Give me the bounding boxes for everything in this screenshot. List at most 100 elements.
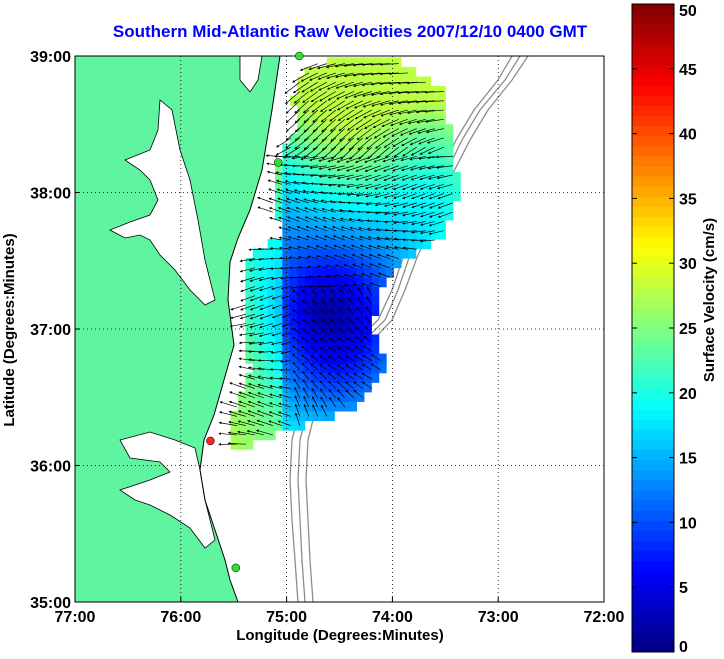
- velocity-arrow: [310, 379, 319, 389]
- velocity-cell: [334, 95, 343, 106]
- velocity-arrow: [301, 319, 310, 324]
- velocity-cell: [260, 363, 269, 374]
- x-tick-label: 75:00: [266, 609, 307, 626]
- velocity-cell: [386, 124, 395, 135]
- velocity-cell: [304, 258, 313, 269]
- velocity-arrow: [249, 323, 264, 329]
- velocity-cell: [452, 172, 461, 183]
- velocity-arrow: [368, 244, 381, 250]
- velocity-cell: [349, 258, 358, 269]
- velocity-cell: [349, 353, 358, 364]
- velocity-arrow: [419, 239, 435, 243]
- velocity-arrow: [227, 442, 246, 445]
- velocity-arrow: [418, 165, 435, 171]
- velocity-cell: [408, 248, 417, 259]
- velocity-cell: [252, 382, 261, 393]
- velocity-arrow: [409, 156, 426, 161]
- velocity-arrow: [281, 304, 291, 309]
- velocity-cell: [356, 353, 365, 364]
- velocity-cell: [282, 420, 291, 431]
- velocity-arrow: [258, 332, 273, 337]
- velocity-cell: [326, 258, 335, 269]
- velocity-arrow: [306, 255, 318, 259]
- velocity-cell: [334, 305, 343, 316]
- velocity-arrow: [302, 189, 318, 194]
- velocity-arrow: [336, 91, 354, 100]
- velocity-cell: [378, 124, 387, 135]
- velocity-arrow: [324, 244, 336, 250]
- velocity-arrow: [401, 174, 417, 181]
- velocity-arrow: [310, 355, 319, 361]
- velocity-arrow: [347, 317, 355, 324]
- velocity-arrow: [320, 199, 336, 204]
- velocity-cell: [252, 344, 261, 355]
- velocity-cell: [400, 152, 409, 164]
- velocity-cell: [237, 430, 246, 441]
- velocity-arrow: [228, 410, 246, 417]
- velocity-cell: [437, 133, 446, 144]
- velocity-arrow: [360, 263, 372, 269]
- velocity-cell: [237, 420, 246, 431]
- velocity-cell: [260, 430, 269, 441]
- velocity-cell: [408, 229, 417, 240]
- velocity-arrow: [278, 216, 291, 222]
- velocity-cell: [356, 86, 365, 97]
- velocity-arrow: [360, 273, 372, 278]
- velocity-arrow: [376, 146, 390, 159]
- velocity-cell: [363, 86, 372, 97]
- velocity-arrow: [317, 72, 336, 80]
- velocity-arrow: [312, 119, 328, 133]
- velocity-arrow: [319, 346, 327, 352]
- velocity-cell: [237, 410, 246, 422]
- velocity-arrow: [314, 235, 327, 241]
- velocity-cell: [430, 143, 439, 154]
- velocity-arrow: [247, 391, 264, 399]
- velocity-arrow: [348, 137, 364, 151]
- velocity-cell: [378, 267, 387, 278]
- velocity-cell: [326, 315, 335, 326]
- velocity-cell: [311, 191, 320, 202]
- velocity-arrow: [271, 313, 282, 319]
- velocity-cell: [363, 382, 372, 393]
- velocity-arrow: [350, 235, 363, 241]
- velocity-cell: [408, 191, 417, 202]
- velocity-cell: [378, 200, 387, 211]
- velocity-arrow: [374, 211, 390, 215]
- velocity-cell: [371, 229, 380, 240]
- velocity-cell: [408, 95, 417, 106]
- velocity-arrow: [270, 351, 282, 354]
- velocity-cell: [408, 114, 417, 125]
- velocity-cell: [386, 181, 395, 192]
- velocity-cell: [363, 334, 372, 345]
- velocity-arrow: [401, 137, 417, 146]
- velocity-cell: [445, 181, 454, 192]
- velocity-cell: [297, 172, 306, 183]
- velocity-cell: [289, 248, 298, 259]
- velocity-cell: [349, 286, 358, 297]
- velocity-cell: [245, 353, 254, 364]
- velocity-arrow: [329, 309, 337, 315]
- velocity-arrow: [343, 273, 354, 278]
- velocity-arrow: [336, 364, 345, 371]
- velocity-cell: [311, 76, 320, 87]
- velocity-arrow: [329, 328, 336, 334]
- velocity-cell: [319, 334, 328, 345]
- velocity-cell: [267, 277, 276, 288]
- velocity-arrow: [284, 81, 301, 94]
- velocity-cell: [274, 162, 283, 173]
- velocity-arrow: [339, 298, 346, 306]
- velocity-cell: [393, 76, 402, 87]
- velocity-cell: [371, 66, 380, 78]
- velocity-cell: [363, 105, 372, 116]
- velocity-cell: [252, 258, 261, 269]
- velocity-cell: [415, 105, 424, 116]
- velocity-cell: [319, 315, 328, 326]
- velocity-arrow: [327, 174, 345, 179]
- velocity-arrow: [336, 174, 354, 180]
- velocity-cell: [311, 210, 320, 221]
- velocity-cell: [289, 401, 298, 412]
- velocity-arrow: [411, 202, 426, 209]
- velocity-cell: [341, 391, 350, 402]
- velocity-arrow: [331, 226, 345, 232]
